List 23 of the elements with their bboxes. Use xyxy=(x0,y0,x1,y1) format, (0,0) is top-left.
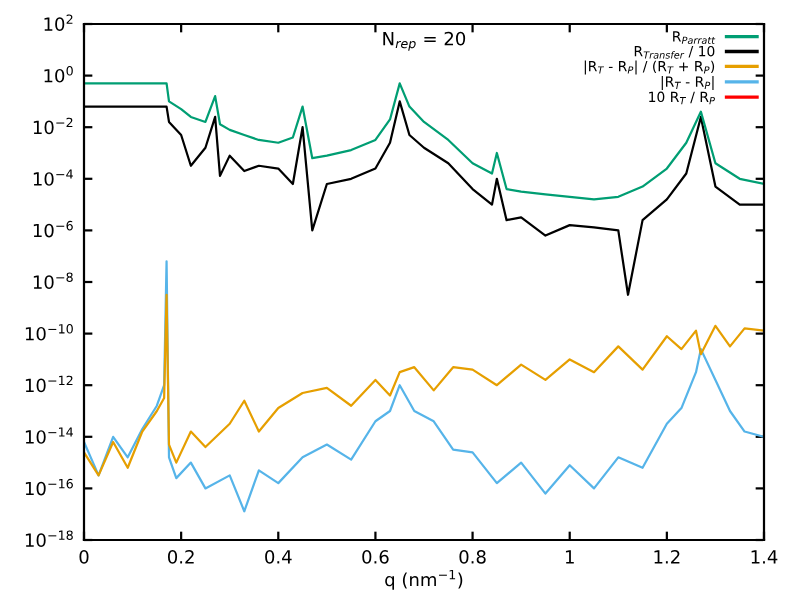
y-tick-label: 10$^{2}$ xyxy=(44,14,73,31)
y-tick-label: 10$^{−2}$ xyxy=(33,117,73,135)
line-series xyxy=(84,260,764,513)
x-tick-label: 1.2 xyxy=(654,550,680,564)
x-tick-label: 1.4 xyxy=(751,550,778,564)
annotation: N$_{rep}$ = 20 xyxy=(383,31,466,51)
x-axis-title: q (nm$^{−1}$) xyxy=(385,569,463,590)
x-tick-label: 0.2 xyxy=(167,550,194,564)
x-tick-label: 0 xyxy=(79,550,89,564)
x-tick-label: 1 xyxy=(565,550,574,564)
y-tick-label: 10$^{−10}$ xyxy=(25,324,73,341)
y-tick-label: 10$^{−16}$ xyxy=(25,478,73,496)
y-tick-label: 10$^{−8}$ xyxy=(33,272,73,289)
x-tick-label: 0.8 xyxy=(459,550,486,564)
y-tick-label: 10$^{−4}$ xyxy=(33,169,73,186)
line-series xyxy=(84,293,764,477)
y-tick-label: 10$^{0}$ xyxy=(44,66,73,83)
y-tick-label: 10$^{−18}$ xyxy=(25,530,73,547)
y-tick-label: 10$^{−12}$ xyxy=(25,375,73,393)
x-tick-label: 0.4 xyxy=(265,550,292,564)
y-tick-label: 10$^{−6}$ xyxy=(33,220,73,238)
x-tick-label: 0.6 xyxy=(362,550,389,564)
y-tick-label: 10$^{−14}$ xyxy=(25,427,74,444)
